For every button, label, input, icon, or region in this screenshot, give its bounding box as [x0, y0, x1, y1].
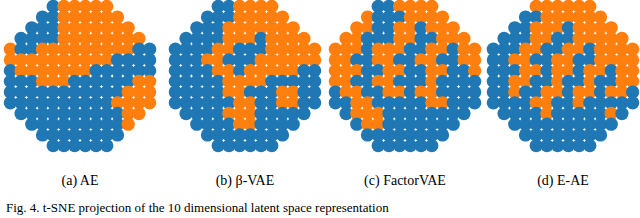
point-cluster: [425, 139, 438, 152]
point-cluster: [457, 107, 470, 120]
point-cluster: [626, 96, 639, 109]
panel: [329, 0, 482, 152]
point-cluster: [265, 139, 278, 152]
point-cluster: [297, 107, 310, 120]
point-cluster: [615, 107, 628, 120]
point-cluster: [111, 128, 124, 141]
panel: [4, 0, 157, 152]
point-cluster: [122, 118, 135, 131]
panel-caption: (a) AE: [62, 173, 99, 189]
panel-caption: (d) E-AE: [537, 173, 589, 189]
point-cluster: [100, 139, 113, 152]
panel: [169, 0, 322, 152]
point-cluster: [308, 96, 321, 109]
point-cluster: [143, 96, 156, 109]
point-cluster: [605, 118, 618, 131]
point-cluster: [276, 128, 289, 141]
point-cluster: [447, 118, 460, 131]
point-cluster: [132, 107, 145, 120]
point-cluster: [583, 139, 596, 152]
point-cluster: [287, 118, 300, 131]
panel: [487, 0, 640, 152]
figure-caption: Fig. 4. t-SNE projection of the 10 dimen…: [6, 200, 389, 215]
point-cluster: [594, 128, 607, 141]
panel-caption: (b) β-VAE: [216, 173, 275, 189]
point-cluster: [436, 128, 449, 141]
panel-caption: (c) FactorVAE: [364, 173, 446, 189]
figure: (a) AE (b) β-VAE (c) FactorVAE (d) E-AE Fig.…: [0, 0, 640, 218]
point-cluster: [468, 96, 481, 109]
